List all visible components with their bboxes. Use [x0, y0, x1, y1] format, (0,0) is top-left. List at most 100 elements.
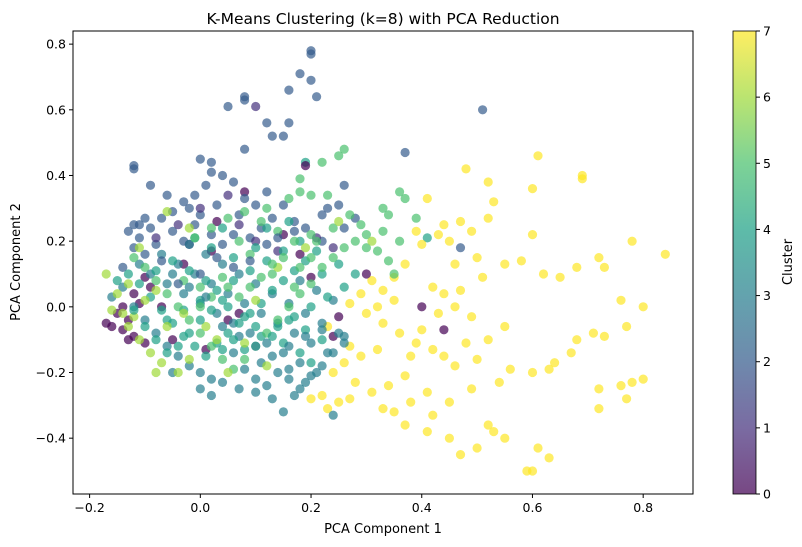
- colorbar-label: Cluster: [781, 238, 796, 285]
- scatter-point: [406, 397, 416, 407]
- scatter-point: [223, 289, 233, 299]
- scatter-point: [145, 223, 156, 233]
- scatter-point: [417, 302, 427, 312]
- scatter-point: [256, 308, 266, 318]
- scatter-point: [544, 453, 554, 463]
- scatter-point: [179, 308, 189, 318]
- scatter-point: [195, 210, 205, 220]
- scatter-point: [251, 200, 261, 210]
- scatter-point: [223, 101, 233, 112]
- scatter-point: [317, 157, 327, 167]
- scatter-point: [223, 190, 233, 200]
- scatter-point: [262, 239, 272, 249]
- scatter-point: [234, 292, 244, 302]
- scatter-point: [328, 367, 338, 378]
- scatter-point: [118, 308, 128, 318]
- scatter-point: [273, 233, 283, 243]
- scatter-point: [312, 92, 322, 102]
- scatter-point: [240, 312, 250, 322]
- scatter-point: [400, 147, 410, 158]
- scatter-point: [383, 210, 394, 220]
- scatter-point: [433, 308, 443, 318]
- y-tick-label: −0.4: [36, 431, 66, 446]
- scatter-point: [267, 259, 277, 269]
- scatter-point: [317, 210, 327, 220]
- scatter-point: [278, 200, 288, 210]
- scatter-point: [278, 131, 288, 141]
- scatter-point: [367, 276, 377, 286]
- scatter-point: [428, 410, 438, 420]
- scatter-point: [422, 233, 432, 243]
- scatter-point: [378, 318, 388, 328]
- scatter-point: [295, 174, 305, 184]
- scatter-point: [328, 243, 338, 253]
- scatter-point: [195, 269, 205, 279]
- scatter-point: [267, 213, 277, 223]
- scatter-point: [134, 335, 144, 345]
- scatter-point: [256, 216, 266, 227]
- scatter-point: [334, 259, 344, 269]
- scatter-point: [361, 308, 371, 318]
- scatter-point: [201, 180, 211, 190]
- scatter-point: [334, 151, 344, 161]
- scatter-point: [201, 276, 211, 286]
- x-axis: −0.2 0.0 0.2 0.4 0.6 0.8: [74, 494, 653, 515]
- colorbar-tick-label: 4: [763, 222, 771, 237]
- scatter-point: [140, 213, 150, 223]
- scatter-point: [173, 367, 183, 378]
- scatter-point: [361, 269, 371, 279]
- scatter-point: [134, 243, 144, 253]
- scatter-point: [334, 312, 344, 322]
- scatter-point: [472, 354, 482, 364]
- scatter-point: [240, 354, 250, 364]
- scatter-point: [334, 216, 344, 227]
- scatter-point: [306, 279, 316, 289]
- scatter-point: [228, 177, 239, 187]
- scatter-point: [455, 285, 466, 295]
- y-axis-label: PCA Component 2: [9, 203, 24, 321]
- scatter-point: [317, 318, 327, 328]
- scatter-point: [306, 230, 316, 240]
- scatter-point: [262, 187, 272, 197]
- scatter-point: [184, 223, 194, 233]
- scatter-point: [622, 394, 632, 404]
- x-tick-label: −0.2: [74, 500, 104, 515]
- scatter-point: [439, 289, 449, 299]
- scatter-point: [145, 180, 156, 190]
- scatter-point: [134, 220, 144, 230]
- scatter-point: [184, 266, 194, 276]
- scatter-point: [245, 328, 255, 338]
- scatter-point: [195, 367, 205, 378]
- scatter-point: [389, 269, 399, 279]
- scatter-point: [361, 243, 371, 253]
- scatter-point: [262, 338, 272, 348]
- scatter-point: [228, 262, 239, 272]
- scatter-point: [328, 253, 338, 263]
- scatter-point: [129, 305, 139, 315]
- scatter-point: [295, 384, 305, 394]
- scatter-point: [306, 49, 316, 59]
- scatter-point: [489, 197, 499, 207]
- scatter-point: [450, 302, 460, 312]
- y-tick-label: 0.0: [46, 299, 66, 314]
- scatter-point: [262, 223, 272, 233]
- scatter-point: [439, 220, 449, 230]
- scatter-point: [107, 321, 117, 332]
- scatter-point: [157, 249, 167, 259]
- y-axis: −0.4 −0.2 0.0 0.2 0.4 0.6 0.8: [36, 37, 73, 446]
- scatter-point: [295, 276, 305, 286]
- scatter-point: [378, 404, 388, 414]
- scatter-point: [334, 200, 344, 210]
- scatter-point: [345, 210, 355, 220]
- scatter-point: [240, 144, 250, 154]
- scatter-point: [500, 259, 510, 269]
- scatter-point: [101, 269, 111, 279]
- scatter-point: [489, 427, 499, 437]
- scatter-point: [223, 213, 233, 223]
- scatter-point: [151, 285, 161, 295]
- scatter-point: [267, 269, 277, 279]
- scatter-point: [328, 223, 338, 233]
- scatter-point: [428, 344, 438, 355]
- scatter-point: [162, 315, 172, 325]
